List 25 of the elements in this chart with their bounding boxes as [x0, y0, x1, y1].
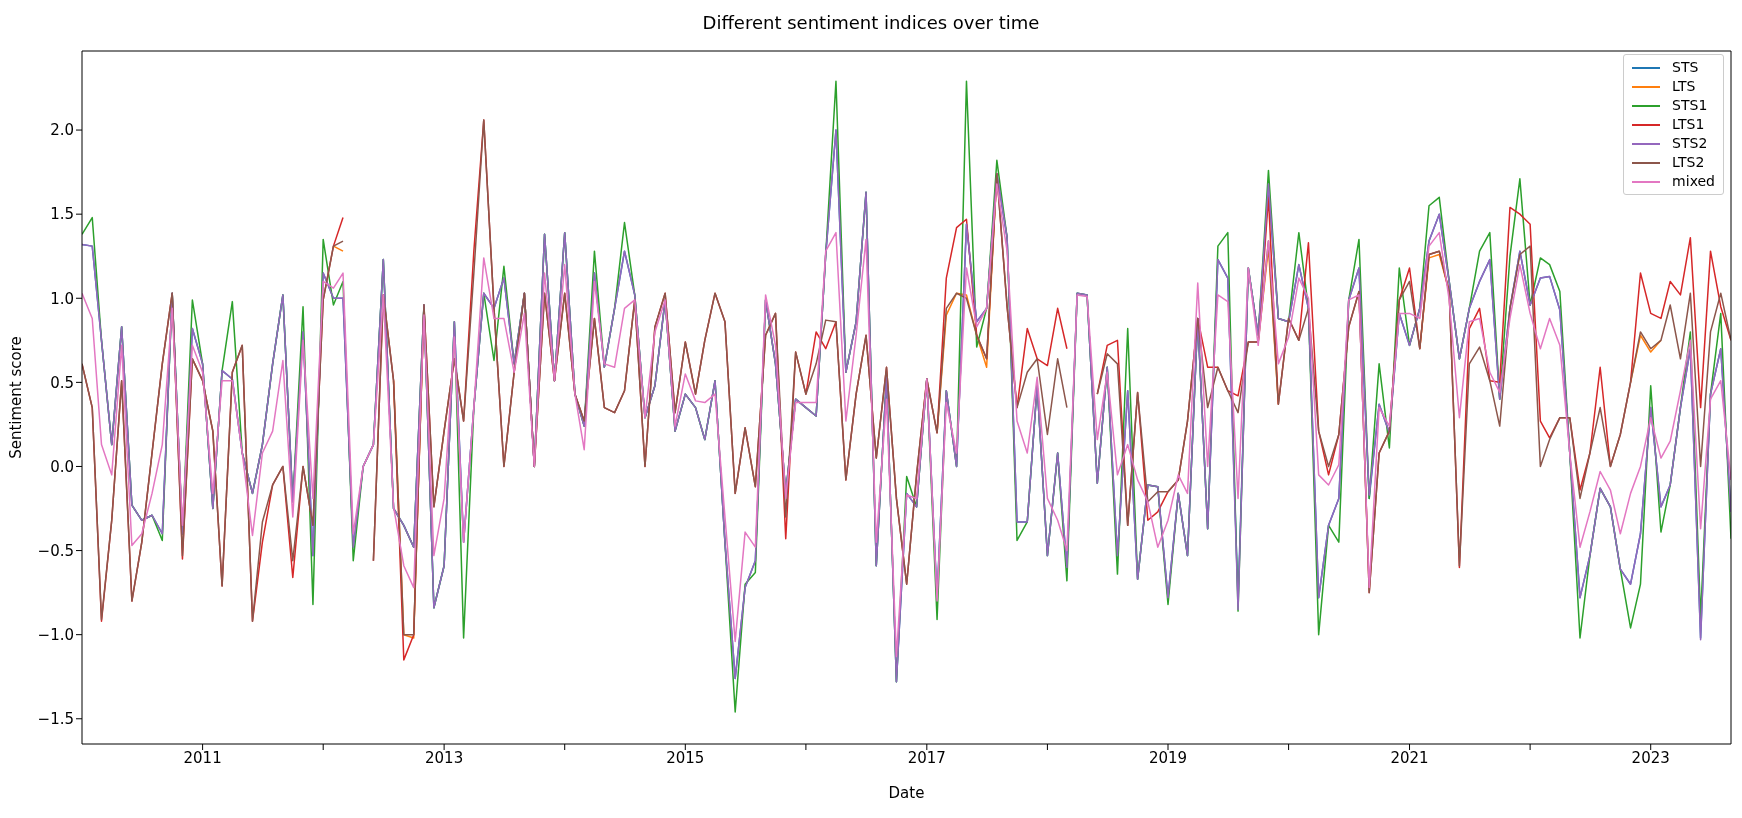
- x-tick-label: 2015: [666, 748, 705, 767]
- x-tick-label: 2017: [907, 748, 946, 767]
- x-tick-label: 2021: [1390, 748, 1429, 767]
- legend-label: STS1: [1672, 96, 1708, 115]
- legend-label: LTS2: [1672, 153, 1705, 172]
- y-tick-label: 0.5: [50, 373, 74, 392]
- y-tick-label: 1.0: [50, 289, 74, 308]
- x-tick-label: 2023: [1631, 748, 1670, 767]
- y-axis-title: Sentiment score: [7, 336, 26, 459]
- legend-label: LTS1: [1672, 115, 1705, 134]
- y-tick-label: −1.0: [37, 625, 74, 644]
- x-tick-label: 2019: [1148, 748, 1188, 767]
- legend-label: STS: [1672, 58, 1699, 77]
- chart-title: Different sentiment indices over time: [701, 11, 1041, 35]
- x-tick-label: 2011: [183, 748, 222, 767]
- y-tick-label: −1.5: [37, 710, 74, 729]
- y-tick-label: 0.0: [50, 457, 74, 476]
- y-tick-label: 2.0: [50, 121, 74, 140]
- legend-label: mixed: [1672, 172, 1715, 191]
- x-axis-title: Date: [888, 784, 925, 802]
- legend-label: LTS: [1672, 77, 1696, 96]
- y-tick-label: 1.5: [50, 205, 74, 224]
- x-tick-label: 2013: [425, 748, 464, 767]
- legend-label: STS2: [1672, 134, 1708, 153]
- y-tick-label: −0.5: [37, 541, 74, 560]
